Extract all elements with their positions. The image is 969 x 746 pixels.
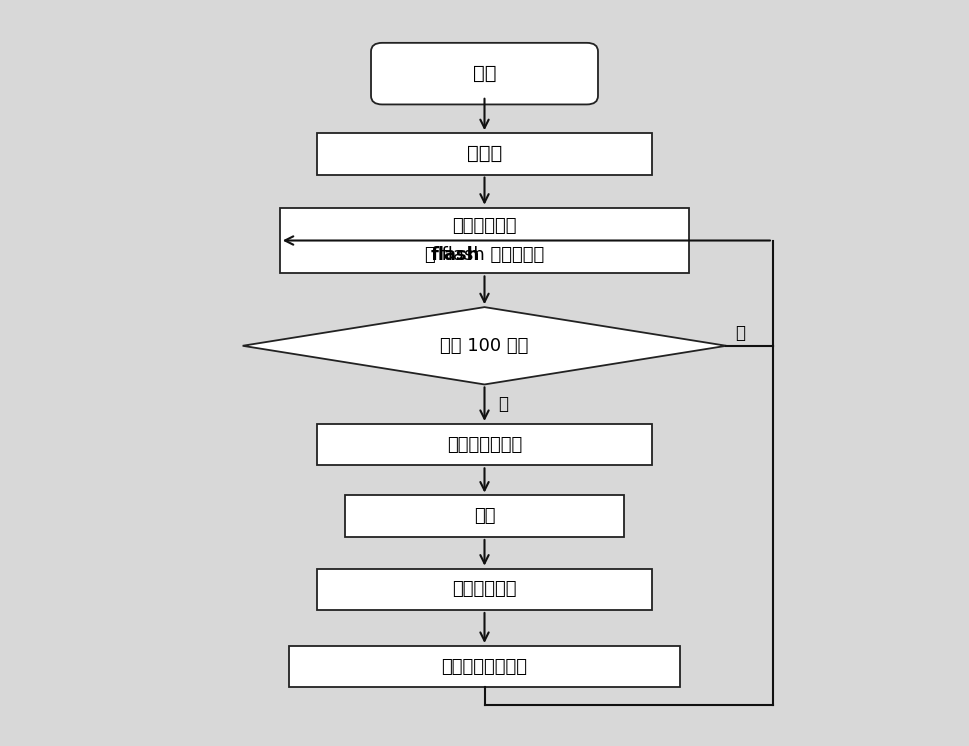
Text: 写基准校正寄存器: 写基准校正寄存器 [442,658,527,676]
Bar [280,207,689,274]
Text: 查表: 查表 [474,507,495,525]
FancyBboxPatch shape [371,43,598,104]
Text: flash: flash [19,722,69,740]
Polygon shape [242,307,727,384]
Bar [345,495,624,537]
Text: 将补偿数据表: 将补偿数据表 [453,217,516,235]
Text: 开始: 开始 [473,64,496,83]
Bar [289,646,680,687]
Text: 初始化: 初始化 [467,145,502,163]
Text: 否: 否 [735,324,746,342]
Text: 读取当前温度値: 读取当前温度値 [447,436,522,454]
Bar [317,424,652,466]
Text: 是: 是 [498,395,509,413]
Text: 计算微调因子: 计算微调因子 [453,580,516,598]
Text: 从: 从 [19,722,36,740]
Bar [317,133,652,175]
Text: flash: flash [431,246,481,264]
Text: 读到缓存中: 读到缓存中 [19,722,78,740]
Bar [317,568,652,610]
Text: 从 flash 读到缓存中: 从 flash 读到缓存中 [424,246,545,264]
Text: 是否 100 毫秒: 是否 100 毫秒 [440,336,529,355]
